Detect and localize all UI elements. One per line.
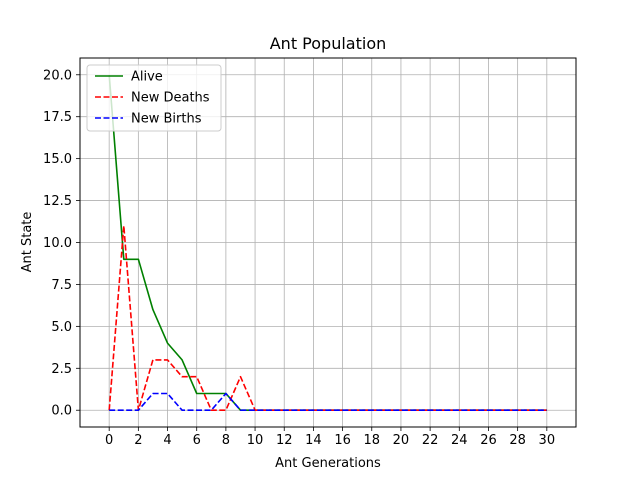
legend-label-alive: Alive bbox=[131, 70, 163, 85]
x-tick-label: 14 bbox=[305, 433, 322, 448]
x-tick-label: 2 bbox=[134, 433, 142, 448]
x-tick-label: 4 bbox=[163, 433, 171, 448]
x-tick-label: 28 bbox=[509, 433, 526, 448]
x-tick-label: 16 bbox=[334, 433, 351, 448]
x-tick-label: 18 bbox=[363, 433, 380, 448]
x-tick-label: 12 bbox=[276, 433, 293, 448]
x-tick-label: 20 bbox=[393, 433, 410, 448]
x-tick-label: 24 bbox=[451, 433, 468, 448]
y-tick-label: 5.0 bbox=[51, 320, 72, 335]
chart-title: Ant Population bbox=[270, 34, 387, 53]
y-tick-label: 0.0 bbox=[51, 404, 72, 419]
y-tick-label: 2.5 bbox=[51, 362, 72, 377]
x-tick-label: 10 bbox=[247, 433, 264, 448]
legend-box bbox=[86, 64, 222, 132]
x-tick-label: 6 bbox=[193, 433, 201, 448]
x-tick-label: 22 bbox=[422, 433, 439, 448]
series-line-new-births bbox=[109, 392, 547, 412]
ticks: 0 2 4 6 8 10 12 14 16 18 20 22 24 26 28 300.02.55.07.51… bbox=[43, 68, 555, 448]
y-tick-label: 17.5 bbox=[43, 110, 72, 125]
legend-label-new-deaths: New Deaths bbox=[131, 91, 210, 106]
x-tick-label: 30 bbox=[539, 433, 556, 448]
y-tick-label: 7.5 bbox=[51, 278, 72, 293]
legend-label-new-births: New Births bbox=[131, 112, 202, 127]
legend: Alive New Deaths New Births bbox=[86, 64, 222, 132]
x-tick-label: 8 bbox=[222, 433, 230, 448]
y-tick-label: 10.0 bbox=[43, 236, 72, 251]
x-tick-label: 0 bbox=[105, 433, 113, 448]
y-tick-label: 15.0 bbox=[43, 152, 72, 167]
x-tick-label: 26 bbox=[480, 433, 497, 448]
y-tick-label: 20.0 bbox=[43, 68, 72, 83]
x-axis-label: Ant Generations bbox=[275, 456, 381, 471]
y-axis-label: Ant State bbox=[20, 212, 35, 273]
y-tick-label: 12.5 bbox=[43, 194, 72, 209]
series-lines bbox=[108, 74, 547, 412]
